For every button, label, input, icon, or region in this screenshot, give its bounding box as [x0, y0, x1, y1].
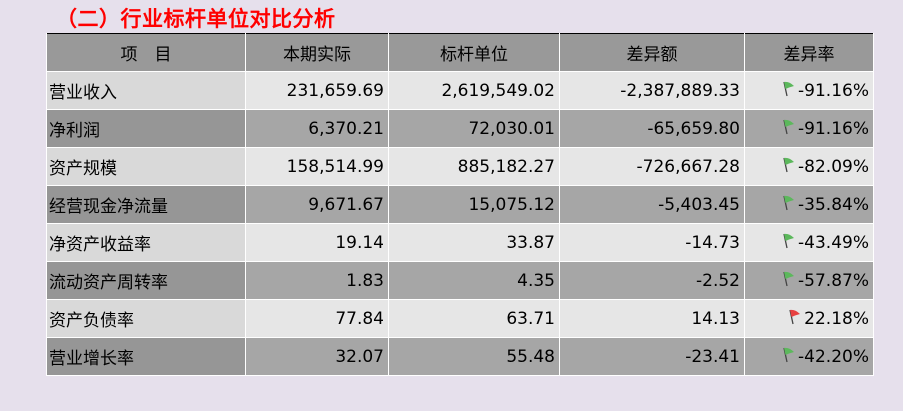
table-row: 净利润 6,370.21 72,030.01 -65,659.80 -91.16% [46, 109, 874, 148]
rate-cell: -43.49% [744, 223, 874, 262]
benchmark-value: 15,075.12 [388, 185, 560, 224]
red-flag-icon [789, 309, 801, 324]
green-flag-icon [783, 119, 795, 134]
diff-value: -2,387,889.33 [559, 71, 745, 110]
rate-value: -91.16% [798, 80, 869, 101]
rate-cell: -91.16% [744, 109, 874, 148]
rate-value: -91.16% [798, 118, 869, 139]
diff-value: 14.13 [559, 299, 745, 338]
rate-value: -57.87% [798, 270, 869, 291]
green-flag-icon [783, 233, 795, 248]
rate-value: -43.49% [798, 232, 869, 253]
actual-value: 231,659.69 [245, 71, 389, 110]
row-name: 资产规模 [46, 147, 246, 186]
row-name: 营业收入 [46, 71, 246, 110]
row-name: 经营现金净流量 [46, 185, 246, 224]
row-name: 净利润 [46, 109, 246, 148]
rate-cell: -91.16% [744, 71, 874, 110]
table-row: 资产负债率 77.84 63.71 14.13 22.18% [46, 299, 874, 338]
benchmark-value: 63.71 [388, 299, 560, 338]
green-flag-icon [783, 81, 795, 96]
diff-value: -23.41 [559, 337, 745, 376]
actual-value: 32.07 [245, 337, 389, 376]
benchmark-table: 项 目 本期实际 标杆单位 差异额 差异率 营业收入 231,659.69 2,61… [46, 33, 874, 376]
table-row: 资产规模 158,514.99 885,182.27 -726,667.28 -82.0… [46, 147, 874, 186]
actual-value: 6,370.21 [245, 109, 389, 148]
benchmark-value: 885,182.27 [388, 147, 560, 186]
row-name: 流动资产周转率 [46, 261, 246, 300]
diff-value: -65,659.80 [559, 109, 745, 148]
row-name: 净资产收益率 [46, 223, 246, 262]
benchmark-value: 55.48 [388, 337, 560, 376]
diff-value: -726,667.28 [559, 147, 745, 186]
actual-value: 19.14 [245, 223, 389, 262]
rate-cell: -35.84% [744, 185, 874, 224]
table-row: 净资产收益率 19.14 33.87 -14.73 -43.49% [46, 223, 874, 262]
rate-cell: -42.20% [744, 337, 874, 376]
header-row: 项 目 本期实际 标杆单位 差异额 差异率 [46, 33, 874, 72]
benchmark-value: 4.35 [388, 261, 560, 300]
diff-value: -5,403.45 [559, 185, 745, 224]
rate-value: -82.09% [798, 156, 869, 177]
actual-value: 77.84 [245, 299, 389, 338]
actual-value: 1.83 [245, 261, 389, 300]
header-diff: 差异额 [559, 33, 745, 72]
rate-value: -42.20% [798, 346, 869, 367]
header-benchmark: 标杆单位 [388, 33, 560, 72]
benchmark-value: 33.87 [388, 223, 560, 262]
green-flag-icon [783, 195, 795, 210]
rate-cell: 22.18% [744, 299, 874, 338]
rate-cell: -82.09% [744, 147, 874, 186]
benchmark-value: 2,619,549.02 [388, 71, 560, 110]
green-flag-icon [783, 157, 795, 172]
row-name: 资产负债率 [46, 299, 246, 338]
section-title: （二）行业标杆单位对比分析 [56, 7, 336, 31]
table-row: 营业收入 231,659.69 2,619,549.02 -2,387,889.33 -… [46, 71, 874, 110]
green-flag-icon [783, 347, 795, 362]
table-row: 营业增长率 32.07 55.48 -23.41 -42.20% [46, 337, 874, 376]
actual-value: 9,671.67 [245, 185, 389, 224]
table-row: 流动资产周转率 1.83 4.35 -2.52 -57.87% [46, 261, 874, 300]
green-flag-icon [783, 271, 795, 286]
table-row: 经营现金净流量 9,671.67 15,075.12 -5,403.45 -35.84% [46, 185, 874, 224]
header-rate: 差异率 [744, 33, 874, 72]
header-item: 项 目 [46, 33, 246, 72]
diff-value: -2.52 [559, 261, 745, 300]
actual-value: 158,514.99 [245, 147, 389, 186]
rate-value: -35.84% [798, 194, 869, 215]
diff-value: -14.73 [559, 223, 745, 262]
rate-cell: -57.87% [744, 261, 874, 300]
rate-value: 22.18% [804, 308, 869, 329]
row-name: 营业增长率 [46, 337, 246, 376]
benchmark-value: 72,030.01 [388, 109, 560, 148]
header-actual: 本期实际 [245, 33, 389, 72]
